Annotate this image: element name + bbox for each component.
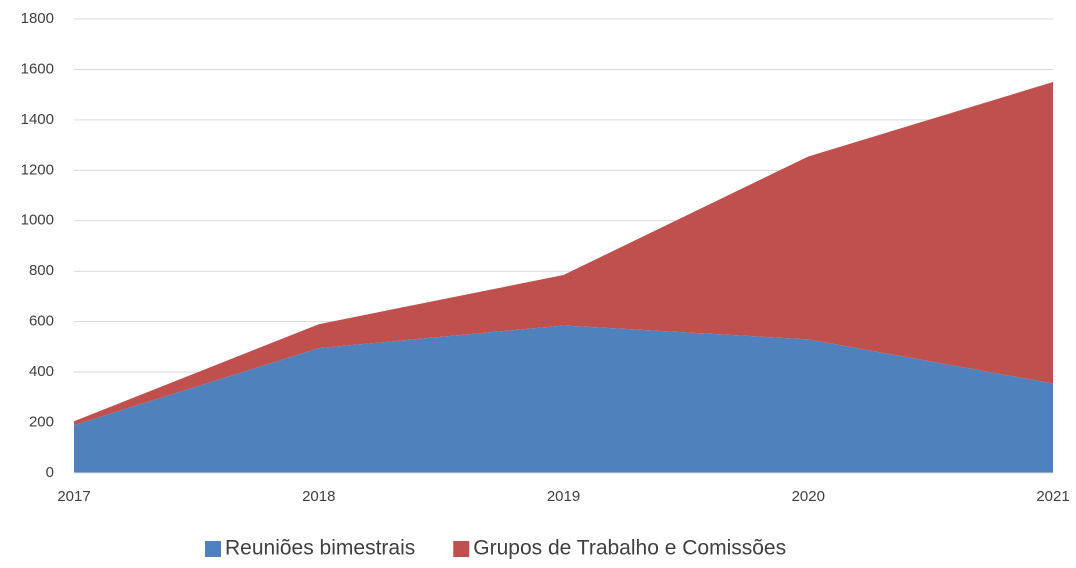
y-tick-label: 1200 [21,161,54,178]
legend-swatch [205,541,221,557]
y-tick-label: 1400 [21,111,54,128]
x-tick-label: 2017 [57,488,90,505]
x-tick-label: 2021 [1036,488,1069,505]
legend-label: Grupos de Trabalho e Comissões [473,537,786,560]
y-tick-label: 400 [29,363,54,380]
legend-swatch [453,541,470,557]
y-tick-label: 1000 [21,212,54,229]
y-tick-label: 800 [29,262,54,279]
x-tick-label: 2020 [792,488,825,505]
y-tick-label: 600 [29,313,54,330]
x-tick-label: 2019 [547,488,580,505]
y-tick-label: 1600 [21,60,54,77]
x-tick-label: 2018 [302,488,335,505]
area [74,325,1053,473]
y-tick-label: 200 [29,414,54,431]
y-tick-label: 0 [46,464,54,481]
y-tick-label: 1800 [21,10,54,27]
legend-label: Reuniões bimestrais [225,537,415,560]
area [74,82,1053,426]
